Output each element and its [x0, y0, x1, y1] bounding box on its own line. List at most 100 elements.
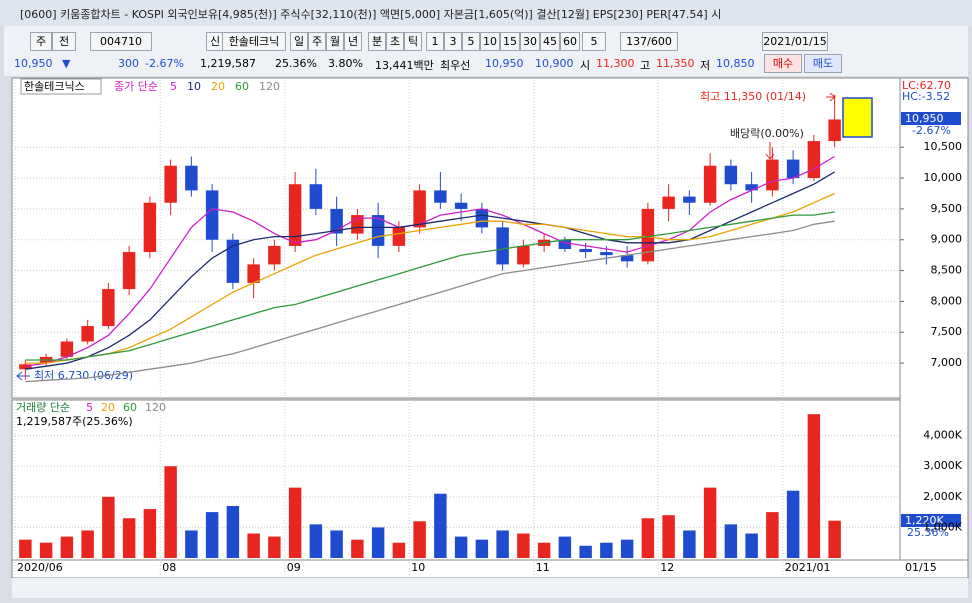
- candle-body: [288, 184, 302, 246]
- toolbar-item[interactable]: 초: [386, 32, 404, 51]
- candle-body: [309, 184, 323, 209]
- candle-body: [268, 245, 281, 265]
- volume-bar: [517, 533, 530, 558]
- toolbar-item[interactable]: 1: [426, 32, 444, 51]
- volume-bar: [205, 512, 219, 558]
- candle-body: [537, 239, 551, 246]
- volume-bar: [268, 536, 281, 558]
- volume-bar: [434, 493, 447, 558]
- volume-bar: [164, 466, 177, 558]
- toolbar-item[interactable]: 한솔테크닉: [222, 32, 286, 51]
- candle-body: [786, 159, 800, 179]
- volume-bar: [745, 533, 758, 558]
- toolbar-item[interactable]: 주: [308, 32, 326, 51]
- volume-box: 1,220K: [905, 514, 944, 527]
- title-bar: [0, 0, 972, 26]
- volume-bar: [351, 539, 364, 558]
- price: 10,950: [14, 57, 53, 70]
- toolbar-item[interactable]: 전: [52, 32, 76, 51]
- toolbar-item[interactable]: 60: [560, 32, 580, 51]
- ma-line: [25, 171, 835, 370]
- candle-body: [766, 159, 779, 191]
- candle-body: [475, 208, 489, 228]
- toolbar-item[interactable]: 3: [444, 32, 462, 51]
- change-pct: -2.67%: [145, 57, 184, 70]
- ask: 10,950: [485, 57, 524, 70]
- volume-bar: [600, 542, 613, 558]
- legend-entry: 5: [170, 80, 177, 93]
- toolbar-item[interactable]: 신: [206, 32, 224, 51]
- volume-bar: [371, 527, 385, 558]
- lc: LC:62.70: [902, 79, 951, 92]
- x-tick-label: 11: [536, 561, 550, 574]
- y-tick-label: 9,000: [931, 233, 963, 246]
- x-tick-label: 09: [287, 561, 301, 574]
- candle-body: [828, 119, 841, 142]
- stock-name: 한솔테크닉스: [24, 80, 85, 93]
- open: 11,300: [596, 57, 635, 70]
- toolbar-item[interactable]: 분: [368, 32, 386, 51]
- y-tick-label: 10,000: [924, 171, 963, 184]
- toolbar-item[interactable]: 30: [520, 32, 540, 51]
- high-annotation: 최고 11,350 (01/14): [700, 90, 806, 103]
- toolbar-item[interactable]: 틱: [404, 32, 422, 51]
- volume-legend: 120: [145, 401, 166, 414]
- volume-bar: [579, 545, 592, 558]
- candle-body: [641, 208, 655, 262]
- legend-entry: 20: [211, 80, 225, 93]
- toolbar-item[interactable]: 년: [344, 32, 362, 51]
- dividend-annotation: 배당락(0.00%): [730, 127, 804, 140]
- volume-bar: [496, 530, 509, 558]
- volume-bar: [828, 520, 841, 558]
- x-tick-label: 2020/06: [17, 561, 63, 574]
- toolbar-item[interactable]: 15: [500, 32, 520, 51]
- open-label: 시: [580, 59, 591, 72]
- toolbar-item[interactable]: 10: [480, 32, 500, 51]
- ma-label: 종가 단순: [114, 80, 158, 93]
- volume-bar: [330, 530, 343, 558]
- sell-button[interactable]: 매도: [804, 54, 842, 73]
- arrow: ▼: [62, 57, 71, 70]
- toolbar-item[interactable]: 주: [30, 32, 52, 51]
- volume-legend: 20: [101, 401, 115, 414]
- candle-body: [454, 202, 468, 209]
- volume-bar: [413, 521, 426, 558]
- toolbar-item[interactable]: 5: [462, 32, 480, 51]
- volume-bar: [185, 530, 198, 558]
- toolbar-item[interactable]: 004710: [90, 32, 152, 51]
- toolbar-item[interactable]: 월: [326, 32, 344, 51]
- high-label: 고: [640, 59, 651, 72]
- candle-body: [143, 202, 157, 253]
- legend-entry: 120: [259, 80, 280, 93]
- amount: 13,441백만: [375, 59, 434, 72]
- candle-body: [205, 190, 219, 240]
- candle-body: [122, 252, 136, 290]
- volume-bar: [620, 539, 634, 558]
- candle-body: [683, 196, 696, 203]
- volume-bar: [807, 414, 821, 558]
- best-label: 최우선: [440, 59, 471, 72]
- toolbar-item[interactable]: 137/600: [620, 32, 678, 51]
- volume-pct: 25.36%: [907, 526, 949, 539]
- turnover: 25.36%: [275, 57, 317, 70]
- toolbar-item[interactable]: 2021/01/15: [762, 32, 828, 51]
- high: 11,350: [656, 57, 695, 70]
- candle-body: [600, 252, 613, 256]
- y-tick-label: 2,000K: [923, 490, 962, 503]
- y-tick-label: 1,000K: [923, 520, 962, 533]
- volume-info: 1,219,587주(25.36%): [16, 415, 133, 428]
- y-tick-label: 4,000K: [923, 429, 962, 442]
- toolbar-item[interactable]: 45: [540, 32, 560, 51]
- y-tick-label: 3,000K: [923, 459, 962, 472]
- toolbar-item[interactable]: 5: [582, 32, 606, 51]
- buy-button[interactable]: 매수: [764, 54, 802, 73]
- candle-body: [620, 255, 634, 262]
- volume-bar: [309, 524, 323, 558]
- legend-entry: 10: [187, 80, 201, 93]
- toolbar-item[interactable]: 일: [290, 32, 308, 51]
- x-tick-label: 12: [660, 561, 674, 574]
- candle-body: [330, 208, 343, 234]
- volume-bar: [81, 530, 94, 558]
